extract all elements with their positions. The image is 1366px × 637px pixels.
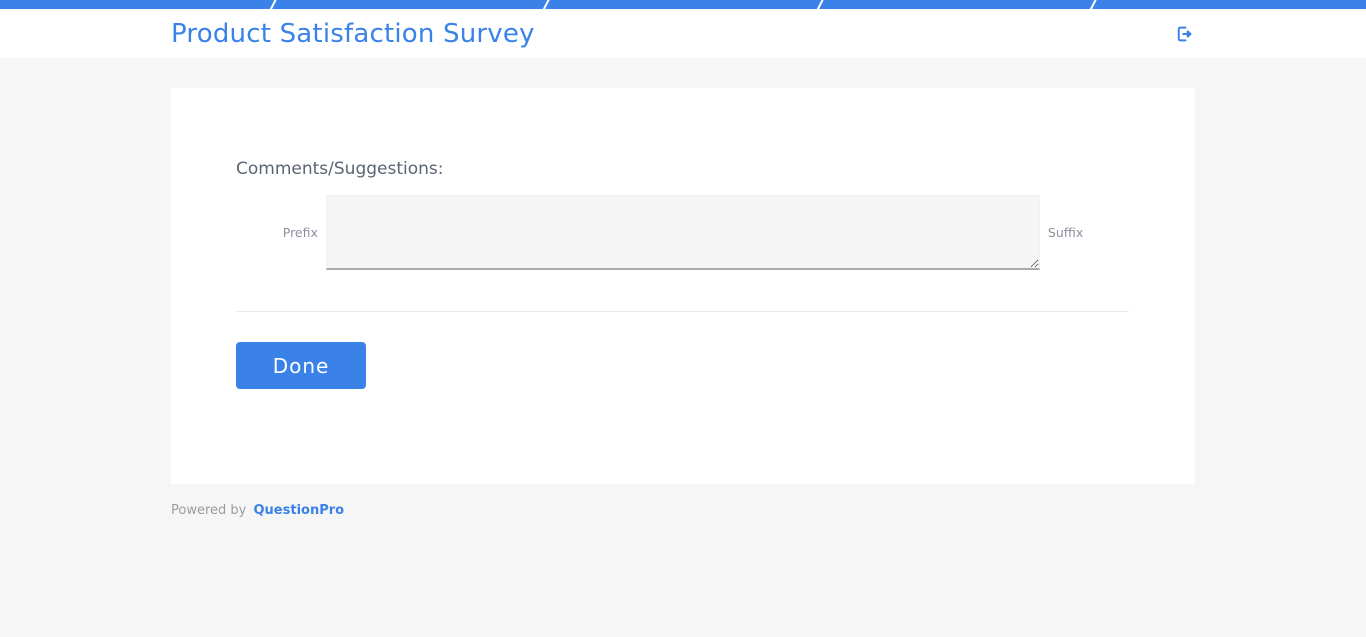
progress-separator — [1088, 0, 1098, 9]
suffix-label: Suffix — [1047, 225, 1084, 240]
section-divider — [236, 311, 1129, 312]
progress-separator — [268, 0, 278, 9]
questionpro-link[interactable]: QuestionPro — [253, 503, 345, 518]
progress-separator — [541, 0, 551, 9]
powered-by-text: Powered by — [171, 503, 247, 518]
progress-bar — [0, 0, 1366, 9]
main-area: Comments/Suggestions: Prefix Suffix Done… — [0, 88, 1366, 518]
progress-separator — [815, 0, 825, 9]
prefix-label: Prefix — [282, 225, 318, 240]
footer: Powered by QuestionPro — [171, 503, 1195, 518]
question-block: Comments/Suggestions: Prefix Suffix — [171, 88, 1195, 270]
exit-survey-button[interactable] — [1175, 25, 1193, 43]
header: Product Satisfaction Survey — [0, 9, 1366, 58]
question-label: Comments/Suggestions: — [236, 159, 444, 179]
comments-textarea[interactable] — [325, 195, 1040, 270]
sign-out-icon — [1175, 25, 1193, 43]
page-title: Product Satisfaction Survey — [171, 18, 535, 49]
done-button[interactable]: Done — [236, 342, 366, 389]
survey-card: Comments/Suggestions: Prefix Suffix Done — [171, 88, 1195, 484]
comment-input-row: Prefix Suffix — [171, 195, 1195, 270]
